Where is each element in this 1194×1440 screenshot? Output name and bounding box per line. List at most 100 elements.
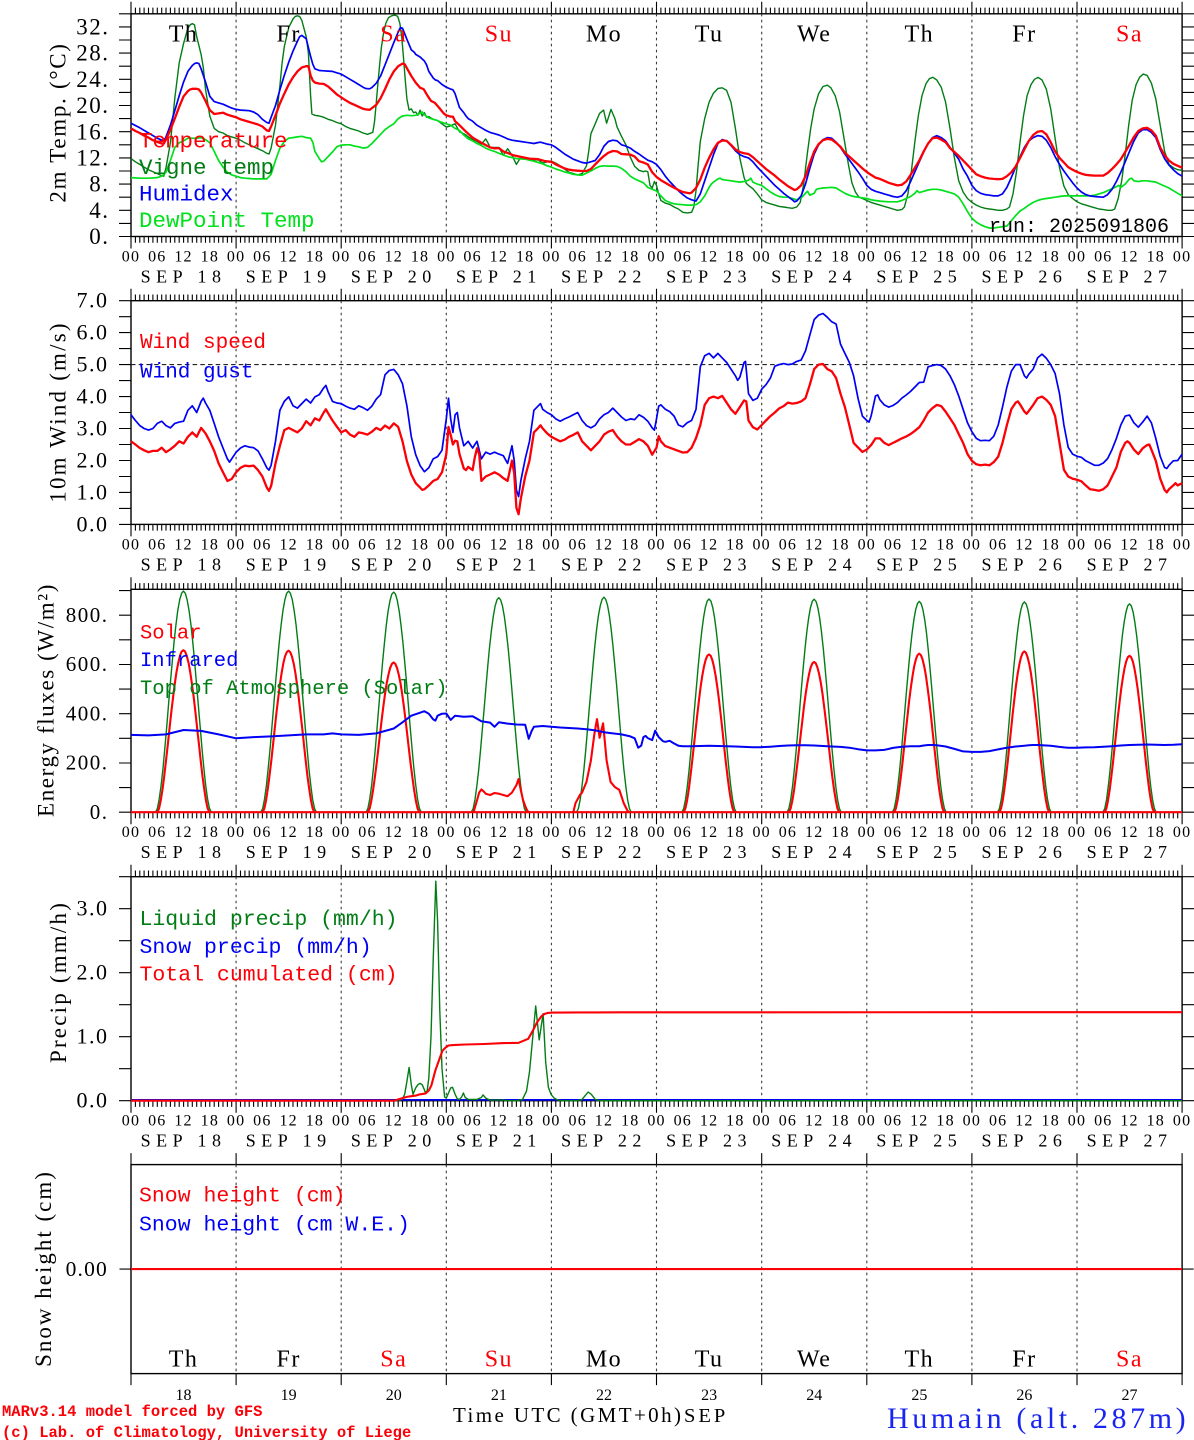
svg-text:00: 00: [227, 536, 245, 553]
svg-text:SEP 20: SEP 20: [351, 842, 437, 862]
svg-text:Temperature: Temperature: [139, 129, 288, 155]
svg-text:Tu: Tu: [695, 22, 724, 48]
svg-text:26: 26: [1016, 1387, 1032, 1404]
svg-text:6.0: 6.0: [77, 320, 109, 345]
svg-text:18: 18: [306, 1113, 324, 1130]
svg-text:18: 18: [201, 1113, 219, 1130]
svg-text:18: 18: [831, 249, 849, 266]
svg-text:18: 18: [1147, 249, 1165, 266]
svg-text:00: 00: [963, 536, 981, 553]
svg-text:12: 12: [910, 536, 928, 553]
svg-text:12: 12: [1015, 536, 1033, 553]
svg-text:SEP 24: SEP 24: [771, 267, 857, 287]
svg-text:Snow height (cm W.E.): Snow height (cm W.E.): [139, 1214, 410, 1238]
svg-text:12: 12: [174, 1113, 192, 1130]
svg-text:00: 00: [858, 249, 876, 266]
svg-text:18: 18: [201, 824, 219, 841]
svg-text:12: 12: [174, 536, 192, 553]
svg-text:12: 12: [910, 824, 928, 841]
svg-text:Sa: Sa: [380, 22, 407, 48]
svg-text:18: 18: [306, 536, 324, 553]
svg-text:18: 18: [936, 536, 954, 553]
svg-text:Th: Th: [169, 22, 199, 48]
svg-text:18: 18: [936, 824, 954, 841]
svg-text:06: 06: [569, 249, 587, 266]
svg-text:06: 06: [148, 249, 166, 266]
svg-text:12: 12: [385, 1113, 403, 1130]
svg-text:12: 12: [700, 249, 718, 266]
svg-text:1.0: 1.0: [77, 1024, 109, 1049]
svg-text:12: 12: [805, 1113, 823, 1130]
svg-text:00: 00: [647, 1113, 665, 1130]
svg-text:SEP 24: SEP 24: [771, 554, 857, 574]
svg-text:06: 06: [674, 536, 692, 553]
svg-text:18: 18: [516, 1113, 534, 1130]
svg-text:We: We: [797, 1347, 831, 1373]
svg-text:12: 12: [700, 824, 718, 841]
svg-text:SEP 20: SEP 20: [351, 1131, 437, 1151]
svg-text:18: 18: [516, 824, 534, 841]
svg-text:3.0: 3.0: [77, 416, 109, 441]
svg-text:18: 18: [411, 1113, 429, 1130]
svg-text:5.0: 5.0: [77, 352, 109, 377]
svg-text:06: 06: [358, 824, 376, 841]
svg-text:00: 00: [332, 824, 350, 841]
svg-text:16.: 16.: [76, 119, 109, 144]
svg-text:SEP 21: SEP 21: [456, 1131, 542, 1151]
svg-text:SEP 24: SEP 24: [771, 1131, 857, 1151]
svg-text:00: 00: [1173, 824, 1191, 841]
svg-text:06: 06: [358, 536, 376, 553]
svg-text:Fr: Fr: [1012, 22, 1036, 48]
svg-text:200.: 200.: [66, 751, 109, 775]
svg-text:18: 18: [621, 1113, 639, 1130]
svg-text:12: 12: [174, 249, 192, 266]
svg-text:18: 18: [726, 824, 744, 841]
svg-text:We: We: [797, 22, 831, 48]
svg-text:12: 12: [1120, 824, 1138, 841]
svg-text:SEP 25: SEP 25: [876, 554, 962, 574]
svg-text:12: 12: [490, 1113, 508, 1130]
svg-text:SEP 21: SEP 21: [456, 554, 542, 574]
svg-text:12: 12: [385, 249, 403, 266]
svg-text:SEP 27: SEP 27: [1087, 554, 1173, 574]
svg-text:0.0: 0.0: [77, 1088, 109, 1113]
svg-text:2.0: 2.0: [77, 960, 109, 985]
svg-text:12: 12: [805, 536, 823, 553]
svg-text:Snow height (cm): Snow height (cm): [139, 1185, 345, 1209]
svg-text:06: 06: [463, 1113, 481, 1130]
svg-text:00: 00: [1173, 536, 1191, 553]
svg-text:18: 18: [306, 249, 324, 266]
svg-text:SEP 19: SEP 19: [246, 267, 332, 287]
svg-text:18: 18: [831, 824, 849, 841]
svg-text:00: 00: [858, 536, 876, 553]
svg-text:06: 06: [463, 824, 481, 841]
svg-text:0.0: 0.0: [77, 511, 109, 536]
svg-text:06: 06: [358, 1113, 376, 1130]
svg-text:18: 18: [411, 824, 429, 841]
svg-text:Su: Su: [485, 22, 513, 48]
svg-text:18: 18: [831, 1113, 849, 1130]
svg-text:00: 00: [542, 249, 560, 266]
svg-text:06: 06: [358, 249, 376, 266]
svg-text:00: 00: [1068, 249, 1086, 266]
svg-text:12: 12: [174, 824, 192, 841]
svg-text:Precip (mm/h): Precip (mm/h): [46, 901, 71, 1063]
svg-text:27: 27: [1122, 1387, 1138, 1404]
svg-text:SEP 27: SEP 27: [1087, 1131, 1173, 1151]
svg-text:06: 06: [989, 1113, 1007, 1130]
svg-text:18: 18: [411, 249, 429, 266]
svg-text:4.: 4.: [89, 198, 109, 223]
svg-text:18: 18: [1147, 536, 1165, 553]
svg-text:run: 2025091806: run: 2025091806: [989, 216, 1169, 239]
svg-text:06: 06: [1094, 249, 1112, 266]
svg-text:18: 18: [176, 1387, 192, 1404]
svg-text:SEP 26: SEP 26: [982, 267, 1068, 287]
svg-text:Mo: Mo: [586, 22, 622, 48]
svg-text:06: 06: [148, 1113, 166, 1130]
svg-text:18: 18: [936, 249, 954, 266]
svg-text:18: 18: [726, 536, 744, 553]
svg-text:2m Temp. (°C): 2m Temp. (°C): [46, 42, 71, 202]
svg-text:Tu: Tu: [695, 1347, 724, 1373]
svg-text:12: 12: [490, 824, 508, 841]
svg-text:Sa: Sa: [380, 1347, 407, 1373]
